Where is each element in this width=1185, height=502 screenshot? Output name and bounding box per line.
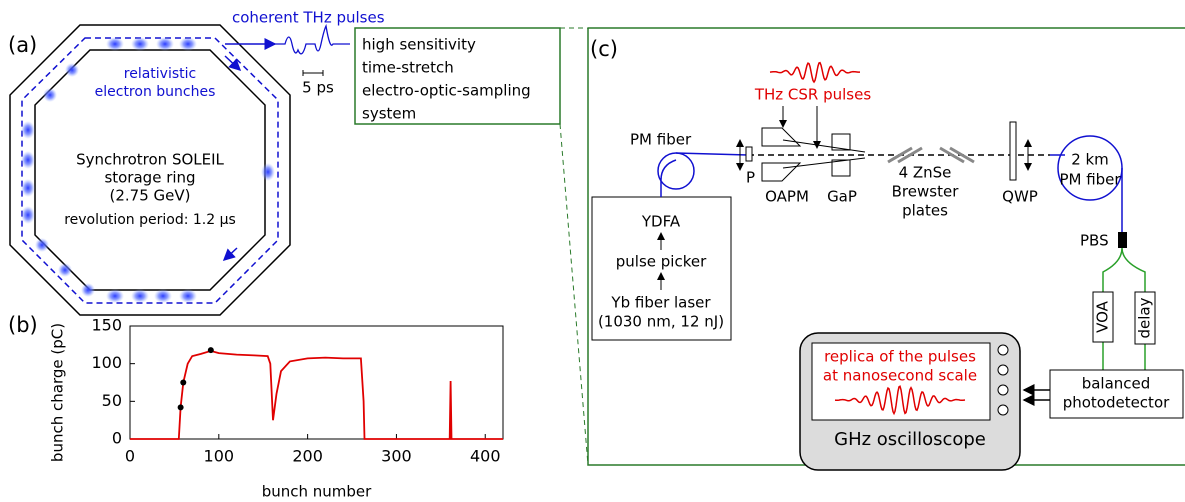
voa-label: VOA <box>1094 300 1112 333</box>
zoom-lines <box>559 27 589 466</box>
x-tick-label: 200 <box>292 447 323 466</box>
thz-waveform <box>275 23 350 55</box>
x-tick-label: 0 <box>125 447 135 466</box>
delay-label: delay <box>1136 297 1154 338</box>
buttons <box>997 344 1009 416</box>
gap-label: GaP <box>827 188 857 206</box>
source-label: pulse picker <box>616 253 707 271</box>
detector-box <box>1049 369 1184 419</box>
ring-outer <box>9 24 291 316</box>
period-label: revolution period: 1.2 µs <box>64 212 236 228</box>
plot-frame <box>129 325 504 440</box>
znse-label: 4 ZnSe <box>899 164 952 182</box>
system-label: system <box>362 105 416 123</box>
thz-beam <box>782 139 866 169</box>
system-label: electro-optic-sampling <box>362 82 531 100</box>
fiber <box>1102 247 1146 370</box>
y-tick-label: 50 <box>102 391 122 410</box>
fiber-label: 2 km <box>1071 151 1109 169</box>
voa <box>1092 291 1114 343</box>
system-label: time-stretch <box>362 59 454 77</box>
gap-crystal <box>831 133 851 151</box>
pbs-label: PBS <box>1080 232 1109 250</box>
detector-label: balanced <box>1082 375 1151 393</box>
ring-label: (2.75 GeV) <box>110 187 191 205</box>
screen-label: at nanosecond scale <box>823 367 977 385</box>
direction-arrow <box>222 247 238 262</box>
data-point <box>207 347 214 354</box>
source-label: (1030 nm, 12 nJ) <box>598 313 724 331</box>
pbs <box>1118 232 1127 248</box>
data-point <box>180 379 187 386</box>
source-label: YDFA <box>641 213 681 231</box>
electron-bunches <box>21 37 275 303</box>
output-label: coherent THz pulses <box>232 9 385 27</box>
fiber <box>675 152 749 156</box>
panel-label: (a) <box>8 33 37 57</box>
fiber <box>661 153 676 197</box>
scale-label: 5 ps <box>302 79 334 97</box>
scale-bar <box>302 70 324 76</box>
x-tick-label: 300 <box>381 447 412 466</box>
qwp-label: QWP <box>1002 188 1038 206</box>
data-line <box>130 349 503 440</box>
fiber-label: PM fiber <box>630 131 692 149</box>
bunches-label: relativistic <box>124 66 196 82</box>
fiber-label: PM fiber <box>1059 171 1121 189</box>
ring-label: Synchrotron SOLEIL <box>76 151 224 169</box>
system-label: high sensitivity <box>362 36 476 54</box>
ring-label: storage ring <box>104 169 195 187</box>
x-axis-label: bunch number <box>262 483 372 501</box>
panel-label: (b) <box>8 313 38 337</box>
y-tick-label: 100 <box>91 353 122 372</box>
qwp <box>1009 121 1017 181</box>
system-box <box>354 27 561 125</box>
replica-waveform <box>834 385 966 416</box>
delay-line <box>1134 291 1156 345</box>
detector-label: photodetector <box>1063 394 1170 412</box>
znse-label: plates <box>902 202 948 220</box>
csr-label: THz CSR pulses <box>754 86 872 104</box>
polarizer-label: P <box>746 169 755 187</box>
znse-label: Brewster <box>892 183 960 201</box>
screen-label: replica of the pulses <box>824 348 976 366</box>
oapm-label: OAPM <box>765 188 809 206</box>
output-arrow <box>224 55 242 72</box>
source-box <box>591 196 732 341</box>
x-tick-label: 100 <box>204 447 235 466</box>
panel-a: (a) coherent THz pulses 5 ps relativisti… <box>8 9 589 466</box>
scope-label: GHz oscilloscope <box>834 429 986 450</box>
bunches-label: electron bunches <box>95 84 216 100</box>
panel-b: (b) 0 100 200 300 400 0 50 100 150 bunch number bu… <box>8 313 504 501</box>
data-point <box>177 404 184 411</box>
source-label: Yb fiber laser <box>610 294 711 312</box>
y-axis-label: bunch charge (pC) <box>49 323 67 462</box>
panel-label: (c) <box>590 37 618 61</box>
brewster-plates <box>887 146 975 164</box>
gap-crystal <box>831 159 851 177</box>
screen <box>811 342 991 421</box>
panel-c: (c) YDFA pulse picker Yb fiber laser (10… <box>587 27 1185 471</box>
x-tick-label: 400 <box>470 447 501 466</box>
y-tick-label: 150 <box>91 316 122 335</box>
polarizer <box>745 146 753 162</box>
csr-waveform <box>769 61 860 84</box>
y-tick-label: 0 <box>112 429 122 448</box>
